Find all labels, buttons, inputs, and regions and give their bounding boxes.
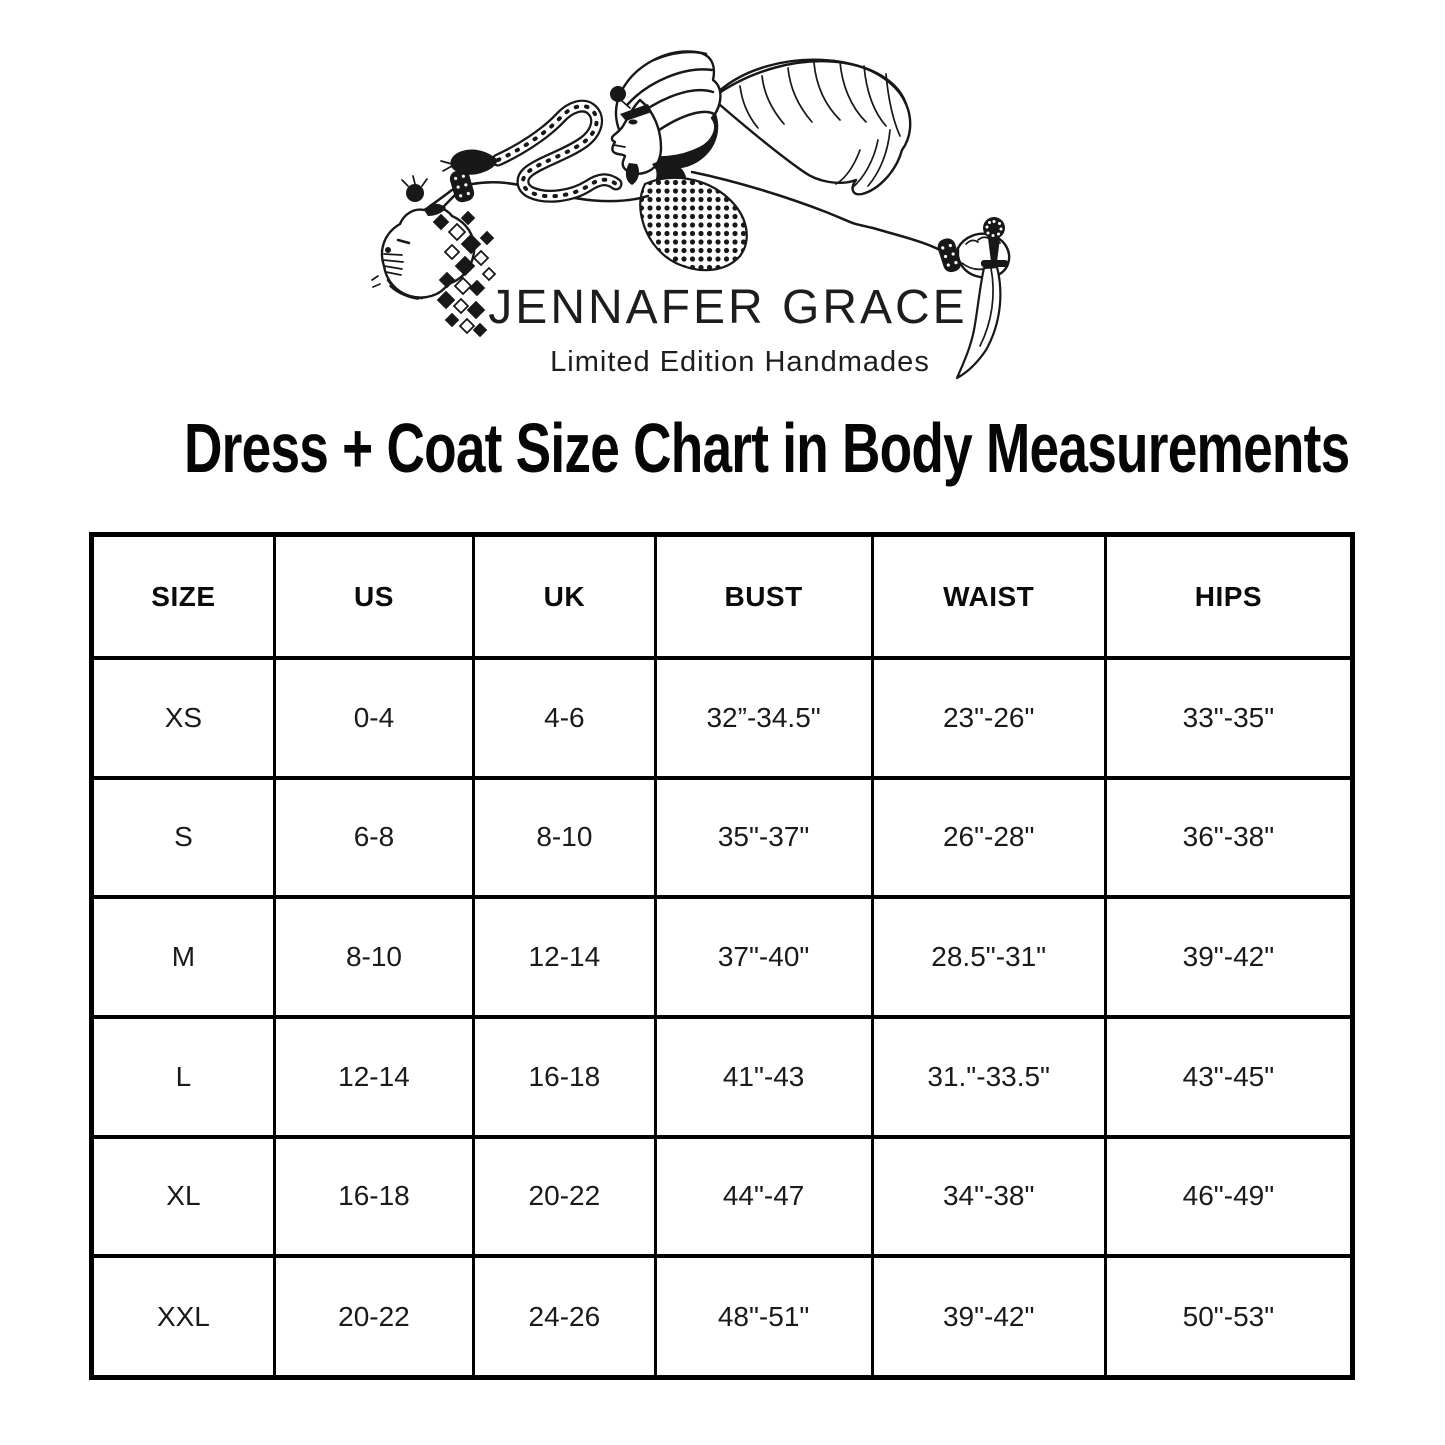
us-cell: 16-18 (272, 1134, 476, 1259)
uk-cell: 8-10 (472, 775, 657, 900)
bust-cell: 35"-37" (653, 775, 874, 900)
eyebrow-icon (620, 104, 652, 121)
waist-cell: 31."-33.5" (870, 1014, 1107, 1139)
woman-face-icon (610, 98, 663, 185)
scimitar-icon (955, 217, 1008, 380)
bracelet-icon (937, 238, 962, 273)
header-size: SIZE (90, 532, 276, 660)
bust-cell: 48"-51" (653, 1254, 874, 1380)
leopard-ear-icon (424, 203, 446, 216)
page-title-text: Dress + Coat Size Chart in Body Measurem… (184, 409, 1350, 487)
brand-name: JENNAFER GRACE (488, 281, 968, 334)
table-row-xxl: XXL 20-22 24-26 48"-51" 39"-42" 50"-53" (90, 1254, 1355, 1380)
header-waist: WAIST (870, 532, 1107, 660)
waist-cell: 28.5"-31" (870, 895, 1107, 1019)
uk-cell: 20-22 (472, 1134, 657, 1259)
snake-icon (440, 99, 623, 203)
eye-icon (628, 119, 638, 125)
size-cell: L (90, 1014, 276, 1139)
size-chart-table-container: SIZE US UK BUST WAIST HIPS XS 0-4 4-6 32… (89, 532, 1355, 1380)
snake-head-icon (450, 149, 498, 175)
us-cell: 12-14 (272, 1014, 476, 1139)
size-cell: XL (90, 1134, 276, 1259)
header-uk: UK (472, 532, 657, 660)
waist-cell: 23"-26" (870, 656, 1107, 780)
uk-cell: 24-26 (472, 1254, 657, 1380)
brand-logo-illustration-icon (371, 50, 1011, 380)
beaded-shawl-icon (639, 176, 748, 272)
wrist-cuff-icon (449, 169, 475, 203)
table-row-xs: XS 0-4 4-6 32”-34.5" 23"-26" 33"-35" (90, 656, 1355, 780)
size-chart-table: SIZE US UK BUST WAIST HIPS XS 0-4 4-6 32… (89, 532, 1355, 1380)
uk-cell: 16-18 (472, 1014, 657, 1139)
header-us: US (272, 532, 476, 660)
hips-cell: 43"-45" (1103, 1014, 1355, 1139)
size-cell: XXL (90, 1254, 276, 1380)
header-hips: HIPS (1103, 532, 1355, 660)
hips-cell: 33"-35" (1103, 656, 1355, 780)
hips-cell: 39"-42" (1103, 895, 1355, 1019)
blade-icon (955, 265, 1002, 380)
hips-cell: 46"-49" (1103, 1134, 1355, 1259)
bust-cell: 44"-47 (653, 1134, 874, 1259)
table-row-l: L 12-14 16-18 41"-43 31."-33.5" 43"-45" (90, 1014, 1355, 1139)
brand-tagline: Limited Edition Handmades (550, 346, 930, 378)
table-row-m: M 8-10 12-14 37"-40" 28.5"-31" 39"-42" (90, 895, 1355, 1019)
hips-cell: 50"-53" (1103, 1254, 1355, 1380)
page-title: Dress + Coat Size Chart in Body Measurem… (0, 409, 1445, 487)
header-row: SIZE US UK BUST WAIST HIPS (90, 532, 1355, 660)
bust-cell: 41"-43 (653, 1014, 874, 1139)
turban-jewel-icon (610, 86, 626, 102)
us-cell: 20-22 (272, 1254, 476, 1380)
table-row-s: S 6-8 8-10 35"-37" 26"-28" 36"-38" (90, 775, 1355, 900)
leopard-spots-icon (432, 210, 497, 338)
hips-cell: 36"-38" (1103, 775, 1355, 900)
pom-icon (406, 184, 424, 202)
size-cell: M (90, 895, 276, 1019)
waist-cell: 34"-38" (870, 1134, 1107, 1259)
waist-cell: 39"-42" (870, 1254, 1107, 1380)
earring-icon (625, 163, 640, 185)
us-cell: 0-4 (272, 656, 476, 780)
table-row-xl: XL 16-18 20-22 44"-47 34"-38" 46"-49" (90, 1134, 1355, 1259)
us-cell: 8-10 (272, 895, 476, 1019)
us-cell: 6-8 (272, 775, 476, 900)
uk-cell: 12-14 (472, 895, 657, 1019)
header-bust: BUST (653, 532, 874, 660)
brand-logo: JENNAFER GRACE Limited Edition Handmades (330, 30, 1210, 430)
feather-plume-icon (710, 58, 912, 196)
size-cell: S (90, 775, 276, 900)
bust-cell: 37"-40" (653, 895, 874, 1019)
waist-cell: 26"-28" (870, 775, 1107, 900)
size-cell: XS (90, 656, 276, 780)
bust-cell: 32”-34.5" (653, 656, 874, 780)
uk-cell: 4-6 (472, 656, 657, 780)
